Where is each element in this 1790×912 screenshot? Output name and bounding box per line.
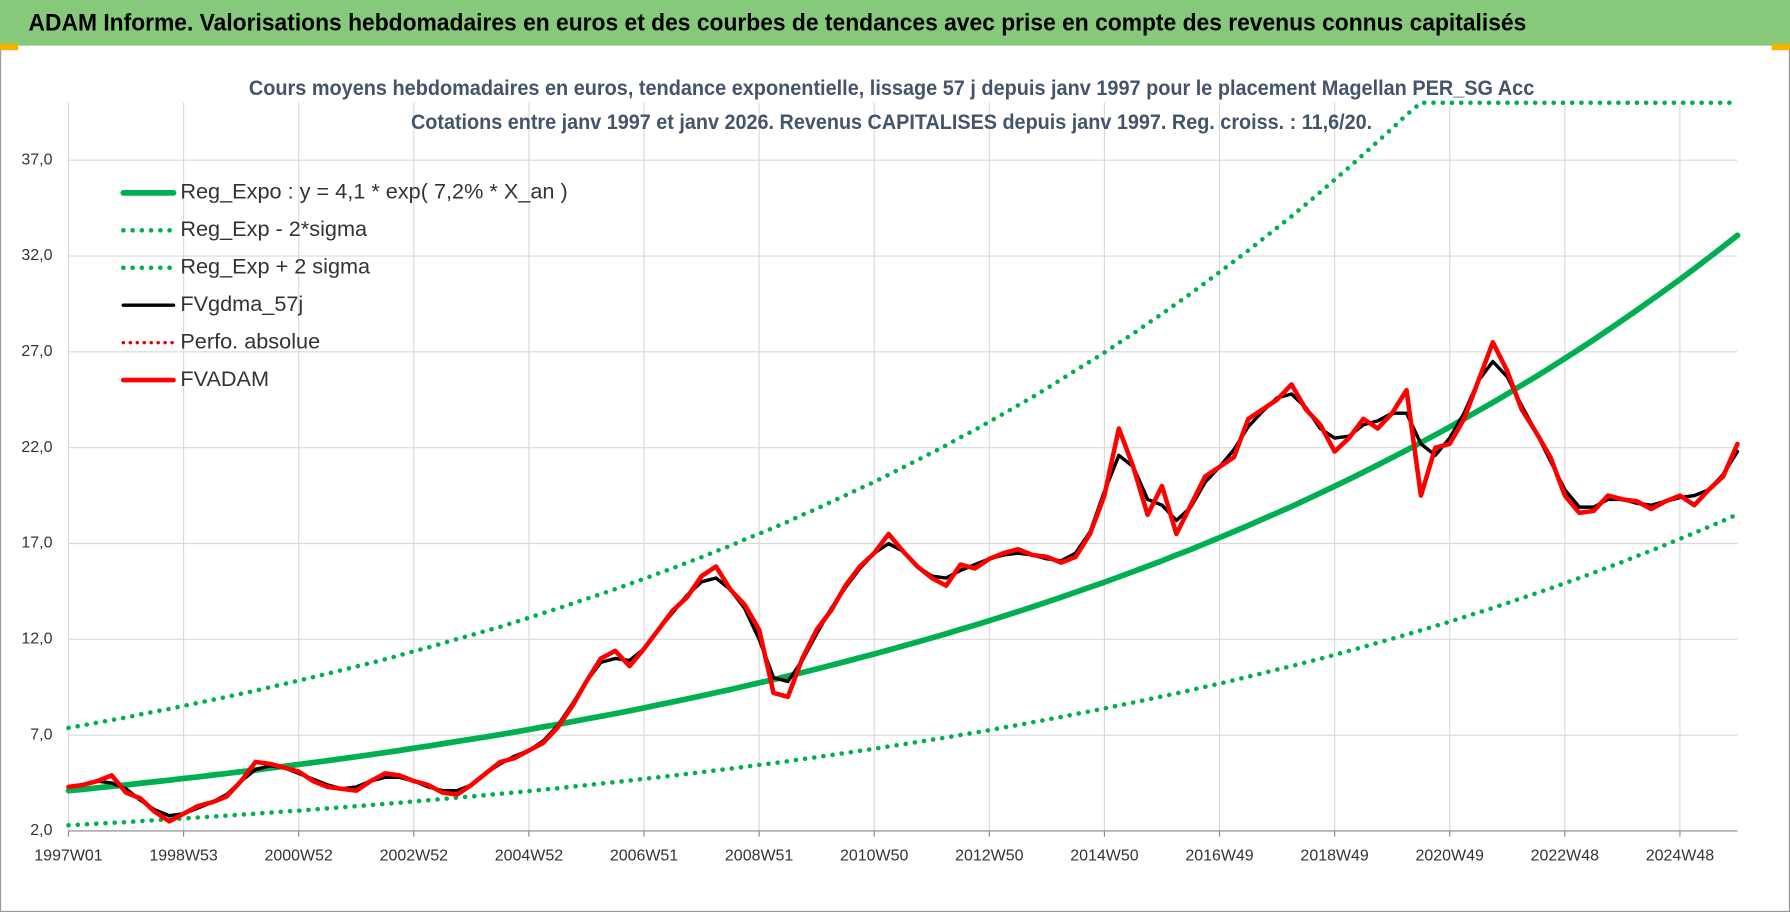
legend-label: Reg_Expo : y = 4,1 * exp( 7,2% * X_an ) <box>180 179 567 204</box>
y-tick-label: 27,0 <box>21 343 52 360</box>
plot-area: 2,0 7,0 12,0 17,0 22,0 27,0 32,0 37,0 1997W01 199… <box>21 100 1741 864</box>
chart-title: Cours moyens hebdomadaires en euros, ten… <box>249 75 1534 100</box>
y-tick-label: 17,0 <box>21 535 52 552</box>
y-tick-label: 32,0 <box>21 247 52 264</box>
header-bar <box>0 0 1790 46</box>
legend-label: FVADAM <box>180 366 269 391</box>
corner-mark <box>0 43 19 51</box>
x-tick-label: 2000W52 <box>265 847 333 864</box>
y-tick-label: 37,0 <box>21 151 52 168</box>
legend-label: FVgdma_57j <box>180 291 303 316</box>
series-line <box>66 100 1740 731</box>
y-tick-label: 2,0 <box>30 822 52 839</box>
header-title: ADAM Informe. Valorisations hebdomadaire… <box>29 9 1527 36</box>
x-tick-label: 2002W52 <box>380 847 448 864</box>
series-line <box>66 340 1740 824</box>
x-tick-label: 2010W50 <box>840 847 908 864</box>
series-line <box>66 512 1740 828</box>
x-tick-label: 2012W50 <box>955 847 1023 864</box>
x-tick-label: 2022W48 <box>1531 847 1599 864</box>
legend-label: Reg_Exp - 2*sigma <box>180 216 368 241</box>
x-tick-label: 2014W50 <box>1070 847 1138 864</box>
x-tick-label: 2024W48 <box>1646 847 1714 864</box>
x-tick-label: 2018W49 <box>1300 847 1368 864</box>
chart-subtitle: Cotations entre janv 1997 et janv 2026. … <box>411 109 1372 134</box>
x-tick-label: 2016W49 <box>1185 847 1253 864</box>
x-tick-label: 1997W01 <box>34 847 102 864</box>
y-tick-label: 7,0 <box>30 726 52 743</box>
corner-mark <box>1771 43 1790 51</box>
x-tick-label: 2004W52 <box>495 847 563 864</box>
x-tick-label: 1998W53 <box>149 847 217 864</box>
x-tick-label: 2006W51 <box>610 847 678 864</box>
x-tick-label: 2020W49 <box>1416 847 1484 864</box>
legend-label: Reg_Exp + 2 sigma <box>180 254 371 279</box>
y-tick-label: 12,0 <box>21 631 52 648</box>
x-tick-label: 2008W51 <box>725 847 793 864</box>
y-tick-label: 22,0 <box>21 439 52 456</box>
legend-label: Perfo. absolue <box>180 328 320 353</box>
